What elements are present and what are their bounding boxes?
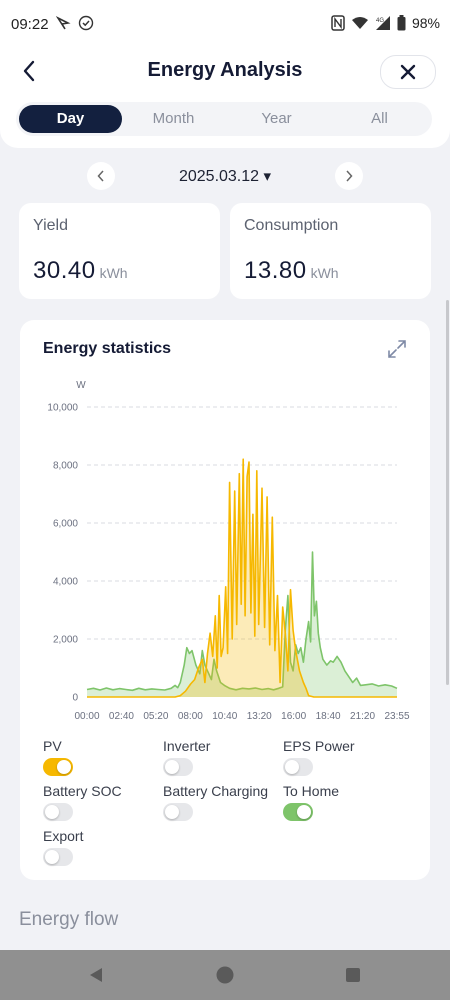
previous-date-button[interactable] — [87, 162, 115, 190]
legend-label: PV — [43, 738, 62, 754]
scrollbar[interactable] — [446, 300, 449, 685]
legend-label: Export — [43, 828, 84, 844]
legend-label: Battery Charging — [163, 783, 269, 799]
status-notification-icons — [56, 15, 94, 31]
battery-percent: 98% — [411, 15, 440, 31]
back-button[interactable] — [14, 56, 44, 86]
eps-power-toggle[interactable] — [283, 758, 313, 776]
consumption-card: Consumption 13.80 kWh — [230, 203, 431, 299]
wifi-icon — [351, 17, 368, 29]
app-notification-icon — [56, 16, 71, 30]
circle-home-icon — [216, 966, 234, 984]
close-icon — [400, 64, 416, 80]
legend-pv: PV — [43, 738, 168, 778]
consumption-unit: kWh — [310, 265, 339, 281]
triangle-back-icon — [90, 968, 102, 982]
battery-soc-toggle[interactable] — [43, 803, 73, 821]
to-home-toggle[interactable] — [283, 803, 313, 821]
status-system-icons: 4G 98% — [331, 15, 440, 31]
yield-card: Yield 30.40 kWh — [19, 203, 220, 299]
y-tick-label: 0 — [72, 693, 78, 704]
chart-title: Energy statistics — [43, 340, 172, 357]
yield-unit: kWh — [99, 265, 128, 281]
x-tick-label: 21:20 — [350, 711, 375, 722]
y-tick-label: 2,000 — [53, 635, 78, 646]
consumption-value-row: 13.80 kWh — [244, 257, 339, 285]
system-home-button[interactable] — [214, 964, 236, 986]
x-tick-label: 08:00 — [178, 711, 203, 722]
status-bar: 09:22 4G 98% — [0, 0, 450, 50]
system-back-button[interactable] — [85, 964, 107, 986]
period-tabs: Day Month Year All — [16, 102, 432, 136]
check-circle-icon — [78, 15, 94, 31]
yield-value: 30.40 — [33, 257, 96, 284]
status-time: 09:22 — [11, 16, 49, 33]
y-tick-label: 10,000 — [47, 403, 78, 414]
legend-export: Export — [43, 828, 168, 868]
tab-year[interactable]: Year — [261, 110, 292, 127]
next-date-button[interactable] — [335, 162, 363, 190]
legend-eps-power: EPS Power — [283, 738, 408, 778]
to-home-area — [87, 552, 397, 697]
chart-legend: PV Inverter EPS Power Battery SOC Batter… — [43, 738, 423, 868]
square-recents-icon — [346, 968, 360, 982]
network-type-label: 4G — [376, 18, 384, 24]
to-home-line — [86, 551, 398, 692]
legend-label: Battery SOC — [43, 783, 122, 799]
consumption-label: Consumption — [244, 217, 339, 234]
battery-icon — [397, 15, 406, 31]
legend-label: EPS Power — [283, 738, 355, 754]
legend-label: Inverter — [163, 738, 211, 754]
export-toggle[interactable] — [43, 848, 73, 866]
pv-toggle[interactable] — [43, 758, 73, 776]
expand-icon[interactable] — [386, 338, 408, 360]
cell-signal-icon: 4G — [375, 16, 390, 30]
date-picker[interactable]: 2025.03.12 ▾ — [0, 167, 450, 186]
page-header: Energy Analysis Day Month Year All — [0, 50, 450, 148]
legend-battery-soc: Battery SOC — [43, 783, 168, 823]
energy-flow-title: Energy flow — [19, 909, 119, 930]
inverter-toggle[interactable] — [163, 758, 193, 776]
x-tick-label: 23:55 — [384, 711, 409, 722]
close-button[interactable] — [380, 55, 436, 89]
y-tick-label: 6,000 — [53, 519, 78, 530]
x-tick-label: 18:40 — [316, 711, 341, 722]
x-tick-label: 13:20 — [247, 711, 272, 722]
chevron-left-icon — [23, 60, 35, 82]
x-tick-label: 00:00 — [74, 711, 99, 722]
legend-to-home: To Home — [283, 783, 408, 823]
x-tick-label: 16:00 — [281, 711, 306, 722]
legend-battery-charging: Battery Charging — [163, 783, 288, 823]
tab-month[interactable]: Month — [152, 110, 195, 127]
x-tick-label: 05:20 — [143, 711, 168, 722]
tab-all[interactable]: All — [371, 110, 388, 127]
energy-chart[interactable]: W 0 2,000 4,000 6,000 8,000 10,000 00:00 02:40 05… — [20, 370, 430, 730]
legend-inverter: Inverter — [163, 738, 288, 778]
system-navigation-bar — [0, 950, 450, 1000]
pv-line — [87, 458, 397, 698]
tab-day[interactable]: Day — [19, 105, 122, 133]
y-tick-label: 4,000 — [53, 577, 78, 588]
energy-statistics-card: Energy statistics W 0 2,000 4,000 6,000 8,000… — [20, 320, 430, 880]
x-tick-label: 02:40 — [109, 711, 134, 722]
caret-down-icon: ▾ — [263, 168, 272, 185]
y-tick-label: 8,000 — [53, 461, 78, 472]
yield-value-row: 30.40 kWh — [33, 257, 128, 285]
chevron-left-icon — [97, 170, 104, 182]
battery-charging-toggle[interactable] — [163, 803, 193, 821]
yield-label: Yield — [33, 217, 68, 234]
date-navigator: 2025.03.12 ▾ — [0, 162, 450, 192]
x-tick-label: 10:40 — [212, 711, 237, 722]
page-title: Energy Analysis — [147, 59, 303, 81]
system-recents-button[interactable] — [342, 964, 364, 986]
nfc-icon — [331, 15, 345, 31]
consumption-value: 13.80 — [244, 257, 307, 284]
y-axis-unit: W — [76, 380, 86, 391]
legend-label: To Home — [283, 783, 340, 799]
chevron-right-icon — [346, 170, 353, 182]
date-value: 2025.03.12 — [178, 168, 260, 185]
